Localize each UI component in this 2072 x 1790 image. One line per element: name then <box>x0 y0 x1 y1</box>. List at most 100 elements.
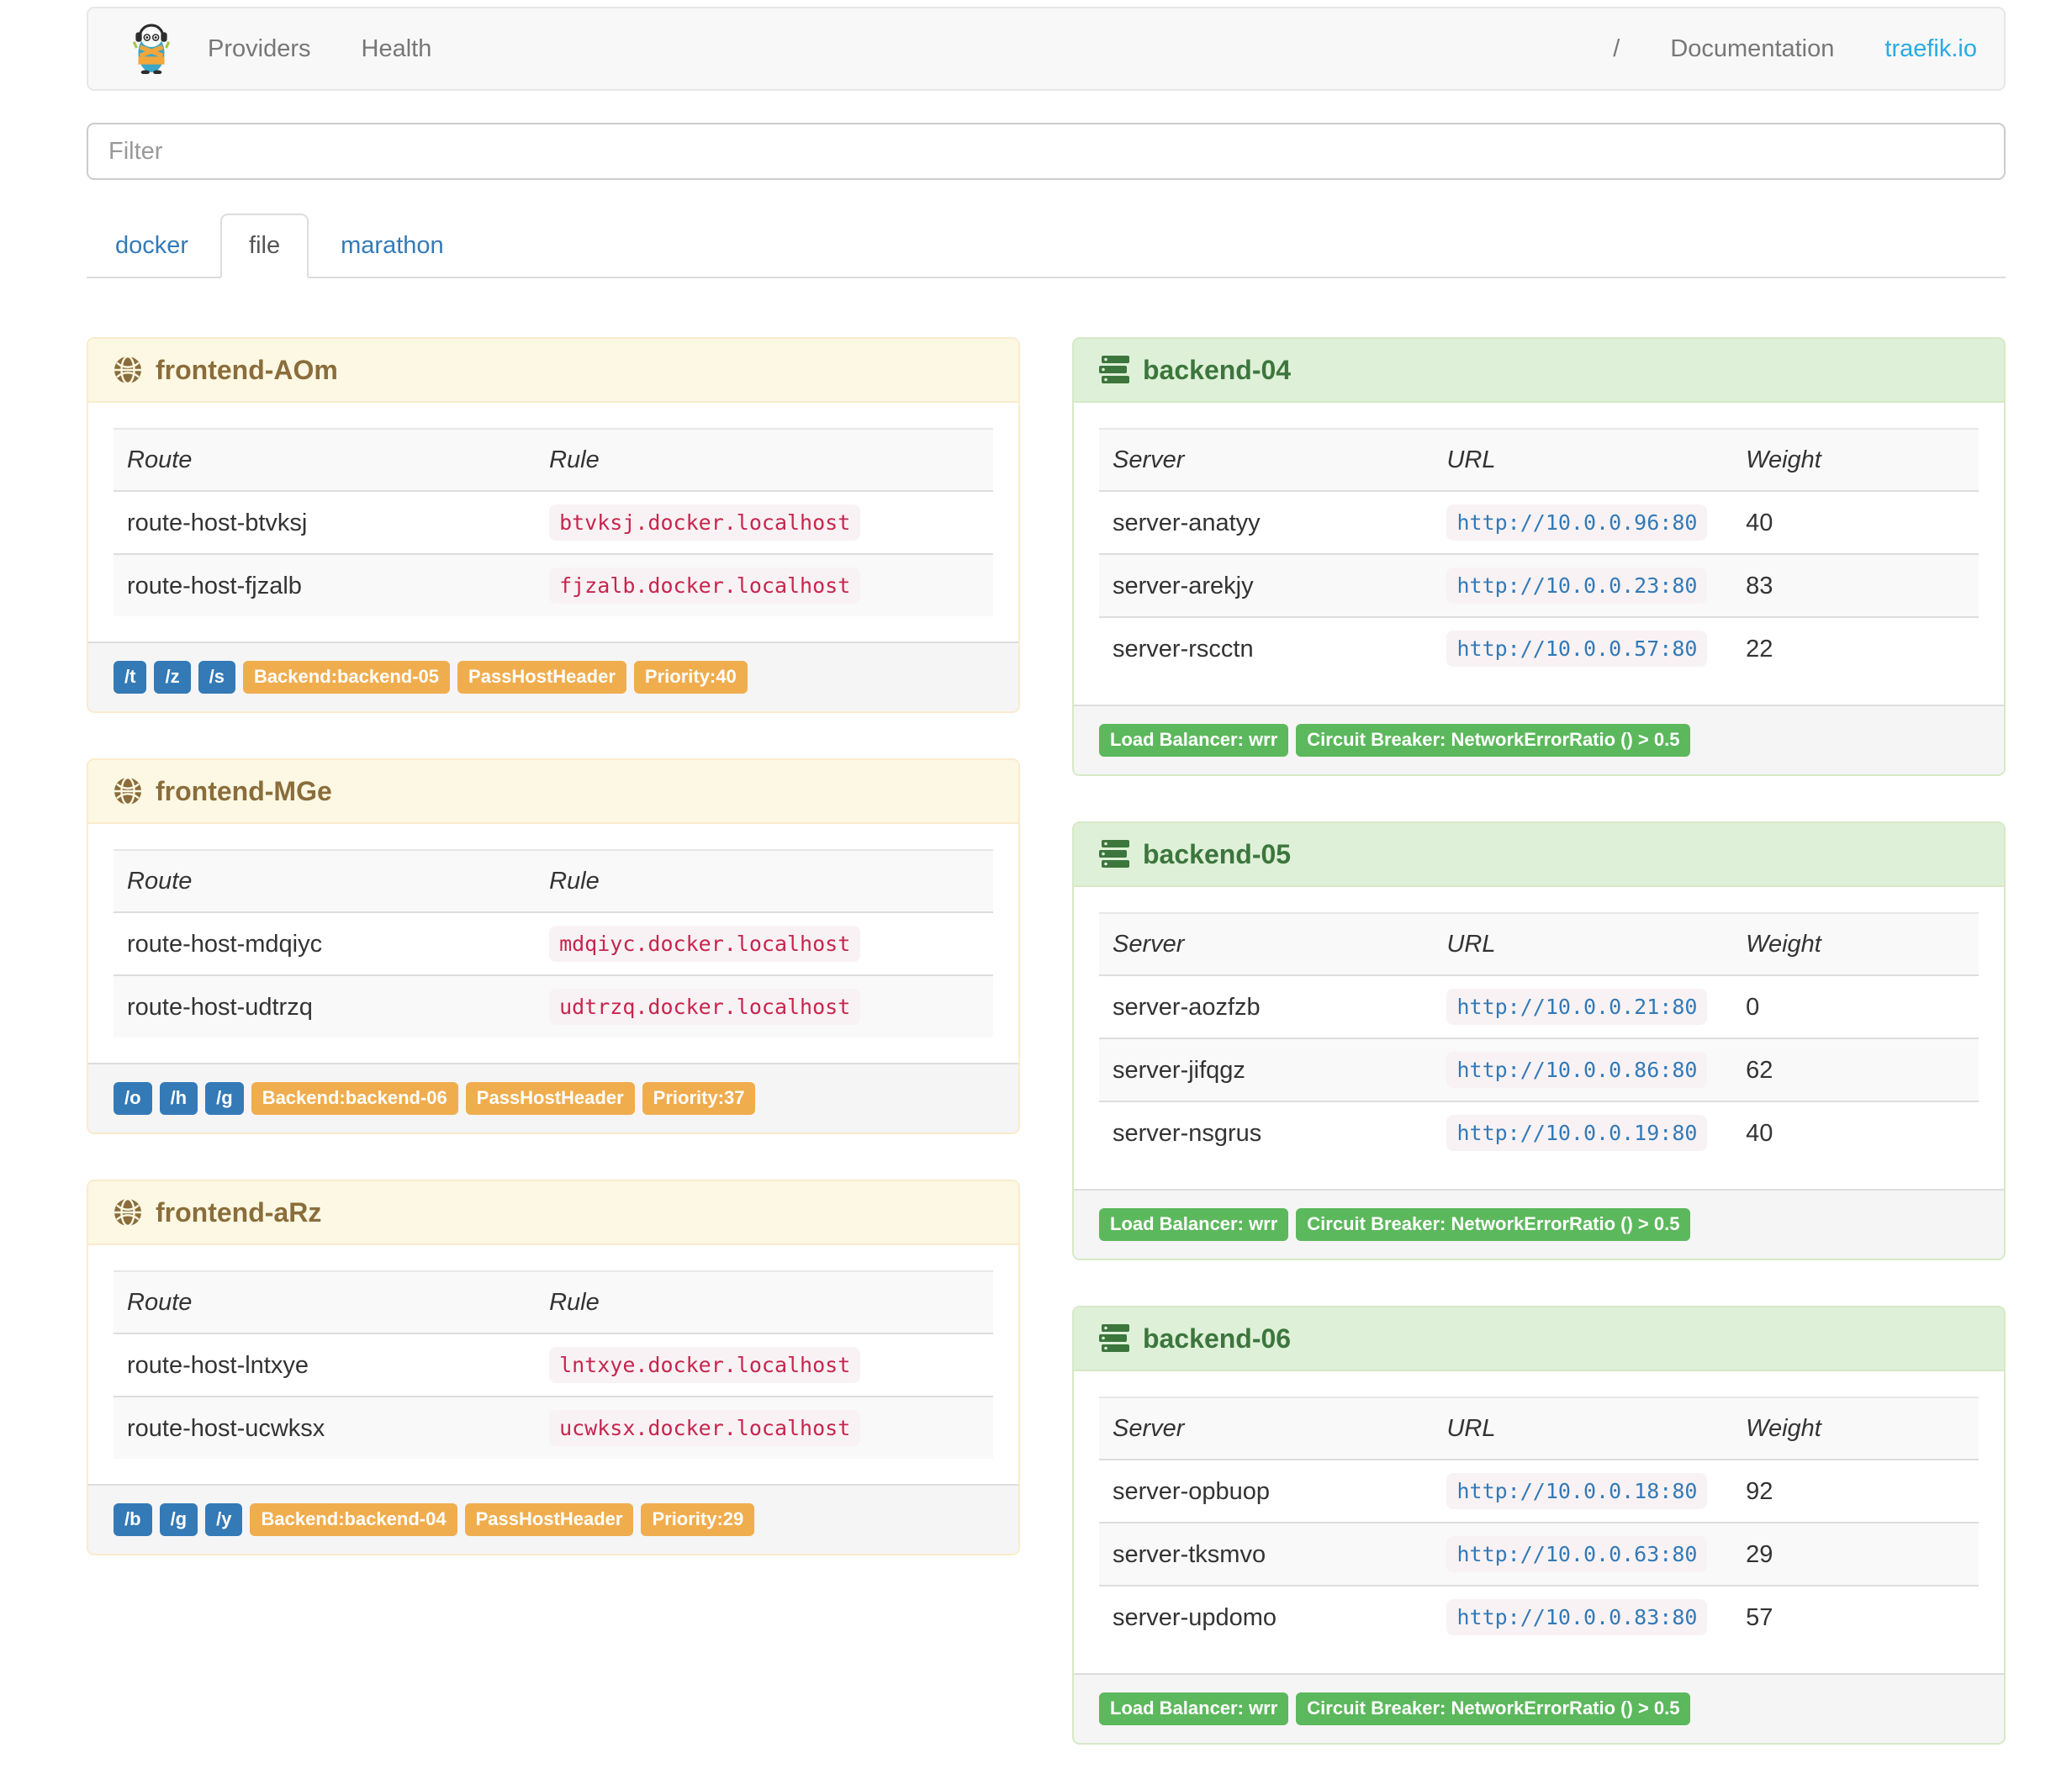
server-url-link[interactable]: http://10.0.0.86:80 <box>1456 1058 1698 1082</box>
backend-panel: backend-05 Server URL Weight server-aozf… <box>1072 821 2006 1260</box>
route-row: route-host-fjzalb fjzalb.docker.localhos… <box>114 553 993 616</box>
route-rule-cell: btvksj.docker.localhost <box>536 491 993 554</box>
route-rule-cell: mdqiyc.docker.localhost <box>536 912 993 975</box>
column-header: Weight <box>1732 1397 1979 1460</box>
panel-footer: Load Balancer: wrr Circuit Breaker: Netwo… <box>1074 1673 2004 1743</box>
path-badge: /y <box>205 1503 243 1536</box>
routes-table: Route Rule route-host-lntxye lntxye.dock… <box>114 1270 993 1459</box>
server-weight: 29 <box>1732 1522 1979 1586</box>
server-url-code: http://10.0.0.23:80 <box>1446 568 1708 604</box>
server-name: server-tksmvo <box>1099 1522 1434 1586</box>
route-rule-cell: ucwksx.docker.localhost <box>536 1396 993 1459</box>
nav-item-documentation[interactable]: Documentation <box>1670 34 1835 62</box>
config-badge: Backend:backend-06 <box>251 1082 458 1115</box>
nav-item-traefik-io[interactable]: traefik.io <box>1884 34 1977 62</box>
server-weight: 0 <box>1746 993 1760 1021</box>
nav-item-slash[interactable]: / <box>1613 34 1620 62</box>
route-rule: mdqiyc.docker.localhost <box>549 926 861 962</box>
config-badge: PassHostHeader <box>465 1082 635 1115</box>
path-badge: /t <box>114 661 147 694</box>
server-url-cell: http://10.0.0.21:80 <box>1433 975 1732 1038</box>
table-header-row: Server URL Weight <box>1099 912 1979 976</box>
tab-file-label[interactable]: file <box>220 214 309 278</box>
route-name: route-host-udtrzq <box>114 974 536 1038</box>
server-row: server-updomo http://10.0.0.83:80 57 <box>1099 1585 1979 1648</box>
path-badge: /b <box>114 1503 152 1536</box>
table-header-row: Server URL Weight <box>1099 1397 1979 1460</box>
tab-docker[interactable]: docker <box>87 214 217 278</box>
routes-tbody: route-host-lntxye lntxye.docker.localhos… <box>114 1333 993 1459</box>
route-rule: udtrzq.docker.localhost <box>549 989 861 1025</box>
server-url-code: http://10.0.0.83:80 <box>1446 1599 1708 1635</box>
config-badge: Backend:backend-04 <box>250 1503 457 1536</box>
tab-docker-label[interactable]: docker <box>115 232 189 259</box>
route-rule-cell: udtrzq.docker.localhost <box>536 974 993 1038</box>
panel-body: Server URL Weight server-anatyy http://1… <box>1074 403 2004 705</box>
config-badge: PassHostHeader <box>464 1503 634 1536</box>
column-header: Route <box>114 428 536 492</box>
frontend-panel-heading: frontend-AOm <box>88 339 1018 403</box>
column-header: Rule <box>536 428 993 492</box>
config-badge: PassHostHeader <box>457 661 626 694</box>
path-badge: /z <box>154 661 191 694</box>
traefik-logo-link[interactable] <box>88 24 182 74</box>
server-url-link[interactable]: http://10.0.0.18:80 <box>1456 1479 1698 1503</box>
server-url-code: http://10.0.0.86:80 <box>1446 1052 1708 1088</box>
server-url-cell: http://10.0.0.57:80 <box>1433 616 1733 679</box>
routes-table: Route Rule route-host-mdqiyc mdqiyc.dock… <box>114 849 993 1038</box>
server-url-cell: http://10.0.0.83:80 <box>1433 1585 1733 1648</box>
tab-marathon-label[interactable]: marathon <box>341 232 444 259</box>
server-url-link[interactable]: http://10.0.0.63:80 <box>1456 1542 1698 1566</box>
route-name: route-host-btvksj <box>127 509 308 536</box>
table-header-row: Route Rule <box>114 849 993 913</box>
server-url-code: http://10.0.0.19:80 <box>1446 1115 1708 1151</box>
nav-item-health[interactable]: Health <box>361 34 432 62</box>
panel-footer: /o/h/g Backend:backend-06 PassHostHeader Pr… <box>88 1063 1018 1133</box>
server-url-link[interactable]: http://10.0.0.57:80 <box>1456 636 1698 661</box>
server-url-link[interactable]: http://10.0.0.96:80 <box>1456 510 1698 535</box>
server-url-link[interactable]: http://10.0.0.23:80 <box>1456 573 1698 598</box>
table-header-row: Route Rule <box>114 428 993 492</box>
server-url-cell: http://10.0.0.19:80 <box>1433 1101 1733 1164</box>
path-badge: /g <box>205 1082 244 1115</box>
path-badge: /o <box>114 1082 152 1115</box>
panel-footer: Load Balancer: wrr Circuit Breaker: Netwo… <box>1074 1189 2004 1259</box>
server-url-link[interactable]: http://10.0.0.19:80 <box>1456 1121 1698 1145</box>
server-row: server-arekjy http://10.0.0.23:80 83 <box>1099 553 1979 617</box>
routes-table: Route Rule route-host-btvksj btvksj.dock… <box>114 428 993 616</box>
filter-input[interactable] <box>87 123 2006 180</box>
server-row: server-aozfzb http://10.0.0.21:80 0 <box>1099 975 1979 1038</box>
column-header: URL <box>1433 428 1733 492</box>
backend-badge: Load Balancer: wrr <box>1099 724 1289 757</box>
server-icon <box>1099 356 1129 384</box>
column-header: Server <box>1099 428 1434 492</box>
panel-title: backend-06 <box>1143 1323 1292 1354</box>
server-name: server-rscctn <box>1099 616 1434 679</box>
route-rule: ucwksx.docker.localhost <box>549 1410 861 1446</box>
panel-title: backend-05 <box>1143 839 1292 869</box>
globe-icon <box>114 1198 142 1227</box>
frontend-panel-heading: frontend-MGe <box>88 760 1018 824</box>
route-rule-cell: lntxye.docker.localhost <box>536 1333 993 1397</box>
route-row: route-host-btvksj btvksj.docker.localhos… <box>114 491 993 554</box>
server-url-link[interactable]: http://10.0.0.83:80 <box>1456 1605 1698 1629</box>
globe-icon <box>114 777 142 805</box>
server-weight: 22 <box>1732 616 1979 679</box>
tab-file[interactable]: file <box>220 214 309 278</box>
tab-marathon[interactable]: marathon <box>312 214 473 278</box>
frontend-panel: frontend-AOm Route Rule route-host-btvks… <box>87 337 1020 713</box>
column-header: Route <box>114 1270 536 1334</box>
panel-footer: /b/g/y Backend:backend-04 PassHostHeader Pr… <box>88 1484 1018 1554</box>
nav-item-providers[interactable]: Providers <box>208 34 311 62</box>
route-rule: lntxye.docker.localhost <box>549 1347 861 1383</box>
frontend-panel: frontend-MGe Route Rule route-host-mdqiy… <box>87 758 1020 1134</box>
server-url-link[interactable]: http://10.0.0.21:80 <box>1456 995 1698 1019</box>
server-row: server-tksmvo http://10.0.0.63:80 29 <box>1099 1522 1979 1586</box>
config-badge: Priority:29 <box>641 1503 755 1536</box>
navbar-left-menu: Providers Health <box>182 8 457 89</box>
page: Providers Health / Documentation traefik… <box>87 0 2006 1790</box>
server-name: server-aozfzb <box>1113 993 1261 1021</box>
panel-body: Server URL Weight server-aozfzb http://1… <box>1074 887 2004 1189</box>
server-row: server-nsgrus http://10.0.0.19:80 40 <box>1099 1101 1979 1164</box>
filter-row <box>87 123 2006 180</box>
